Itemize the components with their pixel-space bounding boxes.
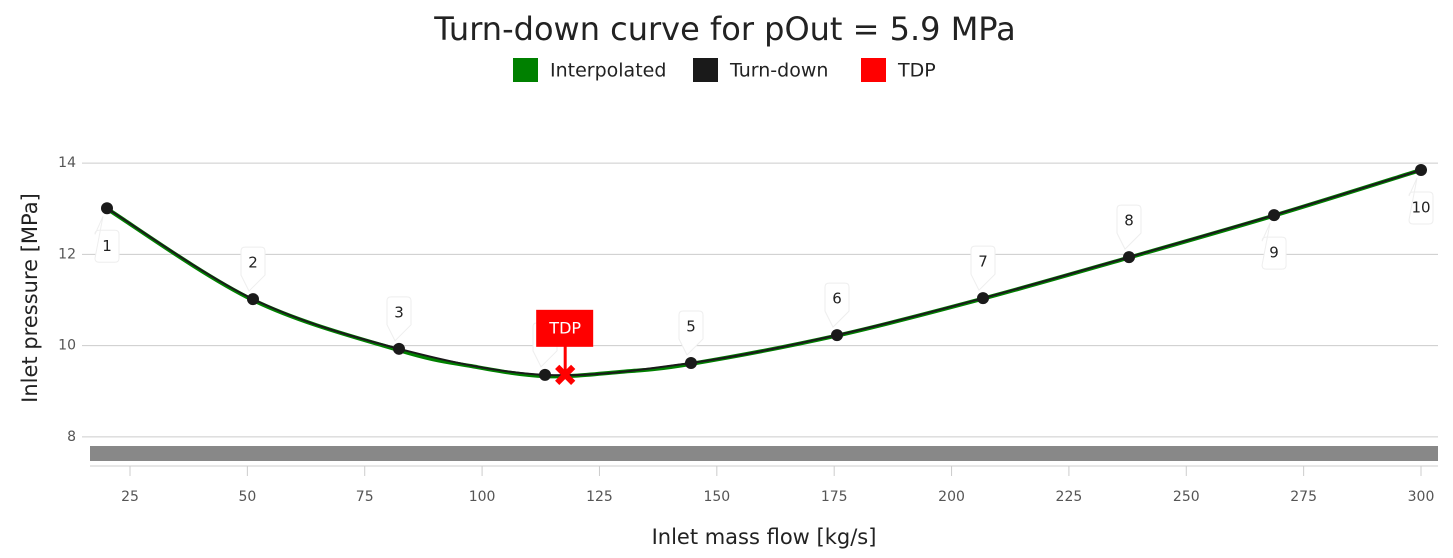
y-tick-label: 12 — [58, 246, 76, 262]
legend-label: Interpolated — [550, 60, 666, 82]
y-axis-title: Inlet pressure [MPa] — [18, 193, 42, 403]
flag-label: TDP — [548, 318, 581, 337]
data-label: 2 — [248, 254, 258, 272]
x-tick-label: 200 — [938, 489, 965, 505]
x-tick-label: 125 — [586, 489, 613, 505]
data-label: 8 — [1124, 212, 1134, 230]
data-label: 9 — [1269, 244, 1279, 262]
data-label: 3 — [394, 303, 404, 321]
x-tick-label: 75 — [356, 489, 374, 505]
data-label: 7 — [978, 253, 988, 271]
x-tick-label: 225 — [1056, 489, 1083, 505]
label-bubble — [970, 245, 996, 292]
y-tick-label: 14 — [58, 155, 76, 171]
point — [100, 202, 113, 215]
data-label: 10 — [1411, 198, 1430, 216]
x-tick-label: 275 — [1290, 489, 1317, 505]
point — [538, 368, 551, 381]
label-bubble — [240, 246, 266, 292]
x-tick-label: 150 — [703, 489, 730, 505]
point — [392, 342, 405, 355]
legend-label: TDP — [897, 60, 936, 82]
point — [246, 293, 259, 306]
x-tick-label: 25 — [121, 489, 139, 505]
point — [977, 292, 990, 305]
y-tick-label: 8 — [67, 429, 76, 445]
x-tick-label: 300 — [1408, 489, 1435, 505]
flag-box — [536, 309, 594, 347]
x-tick-label: 175 — [821, 489, 848, 505]
legend-swatch — [693, 58, 718, 82]
navigator-bar — [90, 446, 1438, 461]
label-bubble — [1408, 177, 1434, 225]
label-bubble — [386, 296, 412, 342]
x-axis-title: Inlet mass flow [kg/s] — [652, 525, 877, 549]
x-tick-label: 50 — [238, 489, 256, 505]
label-bubble — [824, 282, 850, 328]
data-label: 6 — [832, 290, 842, 308]
data-label: 1 — [102, 237, 112, 255]
legend-swatch — [513, 58, 538, 82]
series-line — [106, 169, 1422, 377]
point — [684, 356, 697, 369]
data-label: 5 — [686, 317, 696, 335]
chart-title: Turn-down curve for pOut = 5.9 MPa — [433, 10, 1016, 48]
label-bubble — [1261, 222, 1287, 270]
x-tick-label: 100 — [469, 489, 496, 505]
legend-label: Turn-down — [729, 60, 828, 82]
label-bubble — [94, 216, 120, 263]
tdp-marker — [555, 364, 576, 385]
legend-swatch — [861, 58, 886, 82]
x-tick-label: 250 — [1173, 489, 1200, 505]
y-tick-label: 10 — [58, 338, 76, 354]
point — [1123, 251, 1136, 264]
point — [1415, 163, 1428, 176]
point — [1268, 209, 1281, 222]
label-bubble — [678, 310, 704, 356]
label-bubble — [1116, 204, 1142, 250]
point — [831, 329, 844, 342]
